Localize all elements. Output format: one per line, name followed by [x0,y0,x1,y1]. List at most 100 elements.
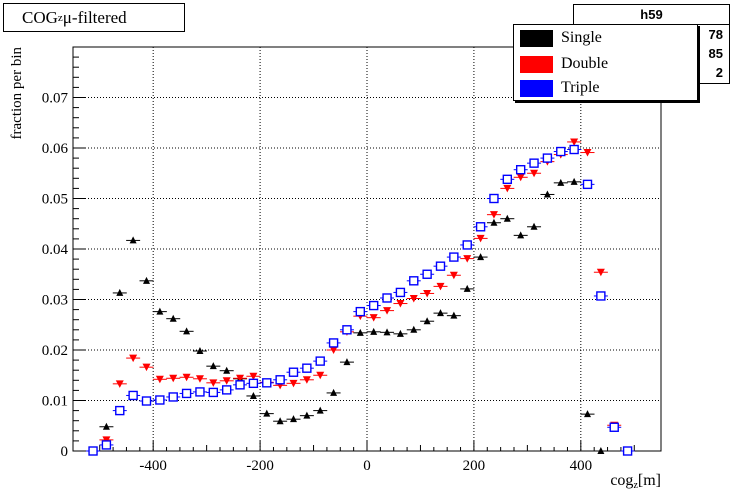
data-point-triple [326,338,341,348]
marker [423,289,432,298]
marker [316,371,325,380]
marker [530,222,538,230]
data-point-triple [380,293,395,303]
data-point-triple [540,153,555,163]
data-point-single [139,276,154,284]
marker [516,173,525,182]
data-point-double [179,373,194,382]
data-point-single [433,309,448,317]
marker [183,327,191,335]
data-point-double [486,211,501,219]
data-point-triple [473,222,488,232]
x-axis-title: cogz[m] [610,472,661,491]
data-point-double [166,374,181,383]
data-point-double [567,138,582,146]
legend-swatch-triple [520,79,553,97]
data-point-single [527,222,542,230]
marker [570,177,578,185]
data-point-single [353,328,368,336]
marker [450,311,458,319]
marker [569,144,579,155]
data-point-triple [313,356,328,366]
marker [195,387,205,397]
marker [316,406,324,414]
data-point-triple [273,375,288,385]
stats-title: h59 [574,5,729,25]
data-point-single [112,288,127,296]
marker [490,218,498,226]
marker [529,158,539,168]
marker [129,236,137,244]
legend-label-triple: Triple [561,79,600,96]
marker [395,287,406,298]
marker [315,356,325,366]
data-point-double [380,307,395,315]
data-point-single [513,231,528,239]
x-tick-label: -200 [246,458,274,474]
data-point-double [446,271,461,280]
data-point-triple [527,158,542,168]
marker [169,314,177,322]
data-point-triple [620,446,635,456]
data-point-double [326,346,341,354]
data-point-double [433,282,448,291]
data-point-triple [513,165,528,175]
marker [235,380,245,390]
marker [289,379,298,388]
legend-label-single: Single [561,29,602,46]
data-point-single [380,328,395,336]
marker [423,317,431,325]
x-tick-label: -400 [139,458,167,474]
data-point-single [259,409,274,417]
data-point-triple [206,387,221,398]
stats-row: 85 [708,46,723,61]
x-tick-label: 400 [570,458,593,474]
y-axis-title: fraction per bin [9,47,25,140]
marker [503,214,511,222]
data-point-triple [99,440,114,450]
data-point-double [406,294,421,303]
stats-row: 78 [708,27,723,42]
marker [156,307,164,315]
y-tick-label: 0.03 [42,293,68,309]
marker [370,327,378,335]
marker [88,446,98,456]
marker [409,294,418,303]
data-point-triple [580,179,595,190]
marker [503,184,512,193]
marker [288,367,299,377]
data-point-single [99,422,114,430]
marker [383,307,392,315]
marker [236,374,245,383]
data-point-double [246,372,261,381]
marker [383,328,391,336]
data-point-double [126,354,141,363]
stats-row: 2 [715,65,723,80]
marker [596,268,605,277]
marker [530,169,539,178]
marker [396,329,404,337]
data-point-double [420,289,435,298]
marker [489,211,498,219]
y-tick-label: 0.05 [42,192,68,208]
data-point-single [486,218,501,226]
data-point-triple [233,380,248,390]
marker [330,388,338,396]
data-point-single [460,284,475,292]
data-point-double [286,379,301,388]
marker [597,447,605,454]
marker [463,255,472,263]
data-point-triple [500,174,515,185]
data-point-single [567,177,582,185]
marker [222,377,231,385]
marker [477,253,485,261]
marker [208,387,219,398]
marker [342,325,352,335]
marker [128,390,138,401]
marker [303,411,311,419]
data-point-single [126,236,141,244]
marker [449,271,458,280]
y-tick-label: 0.01 [42,394,68,410]
marker [329,346,338,354]
